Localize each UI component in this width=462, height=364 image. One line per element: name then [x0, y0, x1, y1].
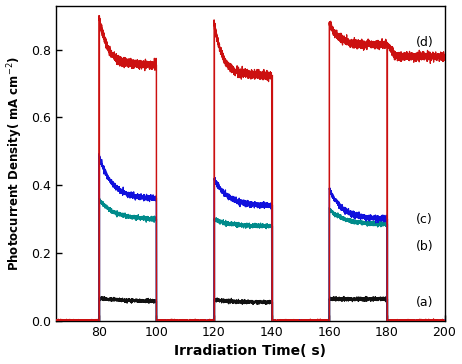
Text: (c): (c) — [416, 213, 432, 226]
Text: (a): (a) — [416, 296, 433, 309]
Text: (b): (b) — [416, 240, 433, 253]
Text: (d): (d) — [416, 36, 433, 50]
Y-axis label: Photocurrent Density( mA cm$^{-2}$): Photocurrent Density( mA cm$^{-2}$) — [6, 56, 25, 271]
X-axis label: Irradiation Time( s): Irradiation Time( s) — [174, 344, 326, 359]
